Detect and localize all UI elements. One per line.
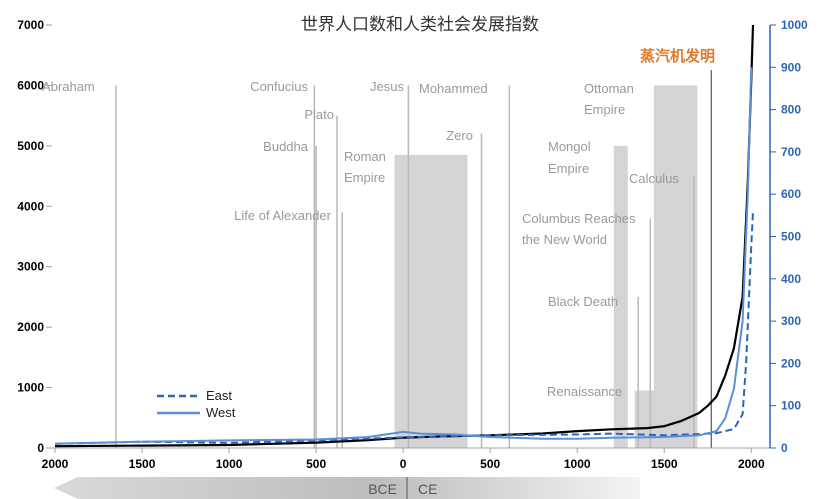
legend-east-label: East [206, 388, 232, 403]
annotation-label: Plato [304, 107, 334, 122]
annotation-label: the New World [522, 232, 607, 247]
y-tick-label: 0 [37, 441, 44, 455]
annotation-label: Confucius [250, 79, 308, 94]
series-west [54, 67, 753, 445]
annotation-label: Life of Alexander [234, 208, 332, 223]
x-tick-label: 1500 [651, 457, 678, 471]
x-tick-label: 1000 [216, 457, 243, 471]
era-ce-label: CE [418, 481, 437, 497]
x-tick-label: 500 [306, 457, 326, 471]
annotation-label: Abraham [42, 79, 95, 94]
annotation-label: Mongol [548, 139, 591, 154]
series-layer [54, 24, 755, 448]
y-tick-label: 1000 [17, 381, 44, 395]
series-population [54, 24, 755, 448]
annotation-label: Ottoman [584, 81, 634, 96]
annotation-label: Empire [584, 102, 625, 117]
x-axis-ticks: 2000 1500 1000 500 0 500 1000 1500 2000 [42, 448, 765, 471]
annotation-label: Mohammed [419, 81, 488, 96]
era-bce-label: BCE [368, 481, 397, 497]
right-tick-label: 800 [781, 103, 801, 117]
right-tick-label: 500 [781, 230, 801, 244]
annotation-box [613, 145, 628, 448]
y-tick-label: 6000 [17, 78, 44, 92]
right-tick-label: 900 [781, 60, 801, 74]
right-tick-label: 700 [781, 145, 801, 159]
y-tick-label: 3000 [17, 260, 44, 274]
y-tick-label: 2000 [17, 320, 44, 334]
annotation-label: Black Death [548, 294, 618, 309]
annotation-label: Zero [446, 128, 473, 143]
y-tick-label: 7000 [17, 18, 44, 32]
right-tick-label: 600 [781, 187, 801, 201]
annotation-label: Renaissance [547, 384, 622, 399]
x-tick-label: 1000 [564, 457, 591, 471]
annotation-layer: Abraham Confucius Plato Buddha Life of Alexa… [42, 70, 712, 448]
era-arrow: BCE CE [54, 477, 640, 499]
x-tick-label: 2000 [42, 457, 69, 471]
annotation-label: Empire [548, 161, 589, 176]
annotation-box [653, 85, 698, 448]
annotation-box [394, 154, 468, 448]
annotation-label: Buddha [263, 139, 309, 154]
annotation-label: Columbus Reaches [522, 211, 636, 226]
x-tick-label: 0 [400, 457, 407, 471]
legend-west-label: West [206, 405, 236, 420]
steam-engine-label: 蒸汽机发明 [640, 47, 715, 65]
right-tick-label: 400 [781, 272, 801, 286]
y-axis-ticks: 0 1000 2000 3000 4000 5000 6000 7000 [17, 18, 52, 455]
y-tick-label: 5000 [17, 139, 44, 153]
legend: East West [157, 388, 236, 420]
right-tick-label: 100 [781, 399, 801, 413]
annotation-label: Empire [344, 170, 385, 185]
right-tick-label: 1000 [781, 18, 808, 32]
series-east [54, 211, 754, 445]
x-tick-label: 1500 [129, 457, 156, 471]
right-axis-ticks: 0 100 200 300 400 500 600 700 800 900 1000 [770, 18, 808, 455]
right-tick-label: 300 [781, 314, 801, 328]
chart-title: 世界人口数和人类社会发展指数 [301, 15, 539, 35]
era-arrow-shape [54, 477, 640, 499]
y-tick-label: 4000 [17, 199, 44, 213]
right-tick-label: 0 [781, 441, 788, 455]
right-tick-label: 200 [781, 356, 801, 370]
annotation-label: Calculus [629, 171, 679, 186]
annotation-label: Roman [344, 149, 386, 164]
x-tick-label: 2000 [738, 457, 765, 471]
annotation-box [634, 390, 668, 448]
x-tick-label: 500 [480, 457, 500, 471]
annotation-label: Jesus [370, 79, 404, 94]
